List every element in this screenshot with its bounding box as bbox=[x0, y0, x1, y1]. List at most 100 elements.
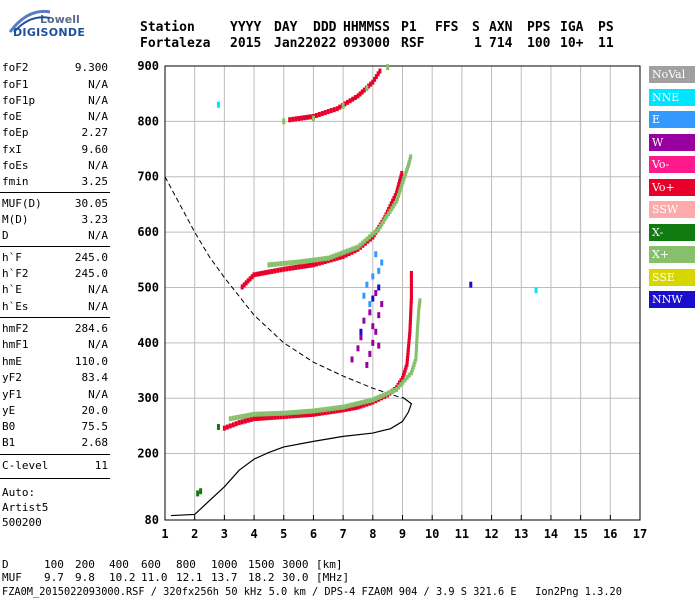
data-point bbox=[534, 287, 538, 294]
data-point bbox=[267, 411, 271, 417]
muf-cell: 18.2 bbox=[248, 571, 275, 584]
data-point bbox=[414, 347, 418, 353]
y-tick-label: 600 bbox=[137, 225, 159, 239]
data-point bbox=[395, 190, 399, 196]
data-point bbox=[356, 401, 360, 407]
distance-label: D bbox=[2, 558, 9, 571]
data-point bbox=[388, 208, 392, 214]
data-point bbox=[329, 254, 333, 260]
data-point bbox=[400, 182, 404, 188]
data-point bbox=[409, 286, 413, 292]
data-point bbox=[314, 408, 318, 414]
data-point bbox=[346, 99, 350, 105]
data-point bbox=[365, 85, 369, 92]
data-point bbox=[240, 414, 244, 420]
data-point bbox=[404, 170, 408, 176]
legend-item-e: E bbox=[649, 111, 695, 128]
data-point bbox=[404, 364, 408, 370]
header-label-2: DAY bbox=[274, 20, 298, 35]
data-point bbox=[409, 301, 413, 307]
data-point bbox=[347, 406, 351, 412]
data-point bbox=[411, 364, 415, 370]
param-name: MUF(D) bbox=[2, 197, 42, 210]
header-label-11: PS bbox=[598, 20, 614, 35]
data-point bbox=[408, 157, 412, 163]
data-point bbox=[367, 83, 371, 89]
param-value: 245.0 bbox=[74, 267, 108, 280]
data-point bbox=[234, 415, 238, 421]
data-point bbox=[378, 223, 382, 229]
data-point bbox=[314, 261, 318, 267]
data-point bbox=[288, 260, 292, 266]
header-label-4: HHMMSS bbox=[343, 20, 390, 35]
y-tick-label: 800 bbox=[137, 114, 159, 128]
data-point bbox=[403, 173, 407, 179]
param-name: h`E bbox=[2, 283, 22, 296]
data-point bbox=[356, 345, 360, 352]
data-point bbox=[297, 116, 301, 122]
data-point bbox=[406, 352, 410, 358]
data-point bbox=[409, 370, 413, 376]
data-point bbox=[282, 118, 286, 125]
data-point bbox=[196, 490, 200, 497]
data-point bbox=[369, 81, 373, 87]
param-name: foEs bbox=[2, 159, 29, 172]
data-point bbox=[264, 415, 268, 421]
data-point bbox=[395, 187, 399, 193]
data-point bbox=[320, 259, 324, 265]
param-name: yE bbox=[2, 404, 16, 417]
data-point bbox=[351, 246, 355, 252]
data-point bbox=[294, 264, 298, 270]
data-point bbox=[371, 79, 375, 85]
data-point bbox=[405, 358, 409, 364]
data-point bbox=[228, 416, 232, 422]
param-value: N/A bbox=[88, 78, 108, 91]
data-point bbox=[337, 251, 341, 257]
data-point bbox=[314, 411, 318, 417]
header-label-3: DDD bbox=[313, 20, 337, 35]
data-point bbox=[261, 411, 265, 417]
legend-item-sse: SSE bbox=[649, 268, 695, 286]
data-point bbox=[237, 420, 241, 426]
param-hf2: h`F2 245.0 bbox=[2, 267, 108, 285]
param-fof1: foF1 N/A bbox=[2, 78, 108, 96]
data-point bbox=[308, 262, 312, 268]
data-point bbox=[374, 228, 378, 234]
data-point bbox=[258, 415, 262, 421]
brand-name-bottom: DIGISONDE bbox=[13, 26, 86, 39]
data-point bbox=[408, 319, 412, 325]
data-point bbox=[386, 211, 390, 217]
data-point bbox=[291, 265, 295, 271]
data-point bbox=[376, 71, 380, 77]
legend-item-x: X+ bbox=[649, 246, 695, 263]
param-foes: foEs N/A bbox=[2, 159, 108, 177]
x-tick-label: 13 bbox=[514, 527, 528, 541]
legend-item-noval: NoVal bbox=[649, 66, 695, 83]
data-point bbox=[285, 413, 289, 419]
data-point bbox=[409, 274, 413, 280]
muf-label: MUF bbox=[2, 571, 22, 584]
param-value: N/A bbox=[88, 283, 108, 296]
param-value: 284.6 bbox=[74, 322, 108, 335]
data-point bbox=[371, 339, 375, 346]
data-point bbox=[400, 170, 404, 176]
param-separator bbox=[0, 246, 110, 247]
param-value: N/A bbox=[88, 338, 108, 351]
data-point bbox=[267, 415, 271, 421]
data-point bbox=[276, 410, 280, 416]
header-value-4: 093000 bbox=[343, 36, 390, 51]
data-point bbox=[416, 319, 420, 325]
param-d: D N/A bbox=[2, 229, 108, 247]
data-point bbox=[249, 417, 253, 423]
param-name: C-level bbox=[2, 459, 49, 472]
param-name: yF1 bbox=[2, 388, 22, 401]
data-point bbox=[348, 247, 352, 253]
data-point bbox=[377, 342, 381, 349]
data-point bbox=[303, 115, 307, 121]
data-point bbox=[270, 411, 274, 417]
param-value: 30.05 bbox=[74, 197, 108, 210]
header-label-7: S bbox=[472, 20, 480, 35]
param-name: B0 bbox=[2, 420, 16, 433]
data-point bbox=[416, 322, 420, 328]
plot-frame bbox=[164, 65, 641, 521]
